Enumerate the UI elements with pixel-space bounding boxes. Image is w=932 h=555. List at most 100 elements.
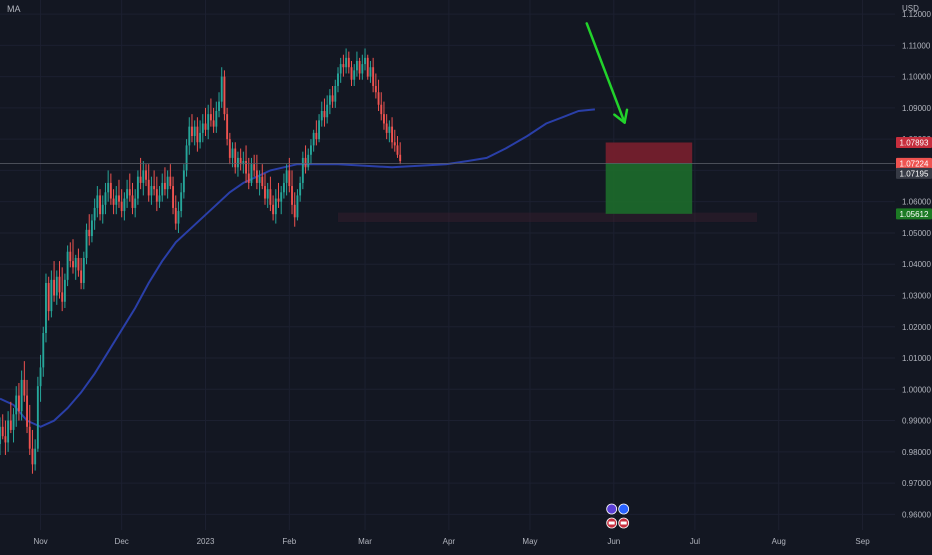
candle-body[interactable] — [93, 207, 96, 221]
candle-body[interactable] — [34, 448, 37, 465]
candle-body[interactable] — [7, 420, 10, 443]
candle-body[interactable] — [182, 170, 185, 193]
candle-body[interactable] — [320, 111, 323, 121]
annotations[interactable] — [0, 22, 895, 214]
candle-body[interactable] — [123, 198, 126, 212]
candle-body[interactable] — [115, 195, 118, 205]
candle-body[interactable] — [345, 57, 348, 68]
lightning-event-icon[interactable] — [606, 503, 618, 515]
candle-body[interactable] — [153, 186, 156, 190]
candle-body[interactable] — [307, 154, 310, 168]
candle-body[interactable] — [88, 229, 91, 237]
candle-body[interactable] — [228, 139, 231, 158]
candle-body[interactable] — [47, 282, 50, 312]
candle-body[interactable] — [99, 195, 101, 215]
candle-body[interactable] — [350, 67, 353, 80]
candle-body[interactable] — [150, 186, 153, 196]
candle-body[interactable] — [109, 182, 112, 199]
candle-body[interactable] — [104, 192, 107, 205]
candle-body[interactable] — [315, 132, 318, 140]
candle-body[interactable] — [36, 386, 39, 449]
candle-body[interactable] — [185, 145, 188, 171]
candle-body[interactable] — [293, 204, 296, 218]
candle-body[interactable] — [339, 64, 342, 74]
candle-body[interactable] — [126, 189, 129, 199]
candle-body[interactable] — [45, 282, 47, 334]
candle-body[interactable] — [136, 176, 139, 199]
candle-body[interactable] — [226, 114, 229, 140]
candle-body[interactable] — [310, 145, 312, 155]
time-axis[interactable]: Nov Dec 2023 Feb Mar Apr May Jun Jul Aug Sep — [33, 537, 870, 546]
candle-body[interactable] — [264, 186, 266, 199]
candle-body[interactable] — [66, 251, 69, 280]
candle-body[interactable] — [155, 189, 158, 202]
candle-body[interactable] — [207, 114, 210, 130]
candle-body[interactable] — [74, 257, 77, 268]
candle-body[interactable] — [296, 195, 299, 218]
candle-body[interactable] — [12, 414, 15, 430]
price-axis[interactable]: 1.120001.110001.100001.090001.080001.070… — [896, 10, 932, 519]
candle-body[interactable] — [23, 379, 26, 396]
candle-body[interactable] — [396, 145, 399, 155]
candle-body[interactable] — [353, 70, 356, 80]
candle-body[interactable] — [90, 220, 93, 237]
candle-body[interactable] — [282, 182, 285, 193]
candle-body[interactable] — [342, 64, 345, 68]
candle-body[interactable] — [247, 173, 250, 183]
candle-body[interactable] — [72, 261, 74, 268]
candle-body[interactable] — [196, 126, 199, 143]
globe-event-icon[interactable] — [618, 503, 630, 515]
candle-body[interactable] — [188, 126, 191, 146]
candle-body[interactable] — [128, 189, 131, 196]
candle-body[interactable] — [366, 57, 369, 77]
candle-body[interactable] — [323, 111, 326, 118]
candle-body[interactable] — [364, 57, 366, 65]
candle-body[interactable] — [77, 257, 80, 271]
candle-body[interactable] — [161, 182, 164, 196]
candle-body[interactable] — [163, 182, 166, 190]
candle-body[interactable] — [199, 132, 202, 143]
candle-body[interactable] — [85, 229, 88, 258]
candle-body[interactable] — [26, 395, 28, 427]
candle-body[interactable] — [120, 201, 123, 212]
take-profit-zone[interactable] — [605, 163, 693, 214]
candle-body[interactable] — [245, 161, 248, 174]
candle-body[interactable] — [337, 73, 339, 86]
candle-body[interactable] — [236, 157, 239, 168]
candle-body[interactable] — [4, 436, 7, 443]
candle-body[interactable] — [145, 170, 147, 180]
candle-body[interactable] — [374, 85, 377, 93]
candle-body[interactable] — [269, 189, 272, 205]
candle-body[interactable] — [399, 154, 402, 162]
candle-body[interactable] — [261, 176, 264, 187]
candle-body[interactable] — [118, 195, 120, 202]
candle-body[interactable] — [58, 276, 61, 293]
candle-body[interactable] — [80, 270, 83, 283]
candle-body[interactable] — [234, 148, 237, 168]
candle-body[interactable] — [39, 367, 42, 387]
candle-body[interactable] — [96, 195, 99, 208]
event-icons[interactable] — [606, 503, 630, 529]
candle-body[interactable] — [391, 126, 394, 143]
candle-body[interactable] — [277, 198, 280, 202]
candle-body[interactable] — [177, 211, 180, 224]
candle-body[interactable] — [55, 276, 58, 296]
candle-body[interactable] — [201, 123, 204, 133]
candle-body[interactable] — [9, 420, 12, 430]
candle-body[interactable] — [69, 251, 72, 262]
candle-body[interactable] — [134, 198, 137, 208]
candle-body[interactable] — [15, 395, 18, 415]
candle-body[interactable] — [318, 120, 321, 140]
candle-body[interactable] — [172, 186, 174, 208]
candle-body[interactable] — [191, 126, 193, 137]
candle-body[interactable] — [82, 257, 85, 283]
candle-body[interactable] — [1, 426, 4, 437]
candle-body[interactable] — [355, 60, 358, 71]
candle-body[interactable] — [17, 395, 20, 412]
candles[interactable] — [0, 48, 402, 474]
candle-body[interactable] — [220, 76, 223, 102]
candle-body[interactable] — [180, 192, 183, 212]
candle-body[interactable] — [28, 426, 31, 449]
